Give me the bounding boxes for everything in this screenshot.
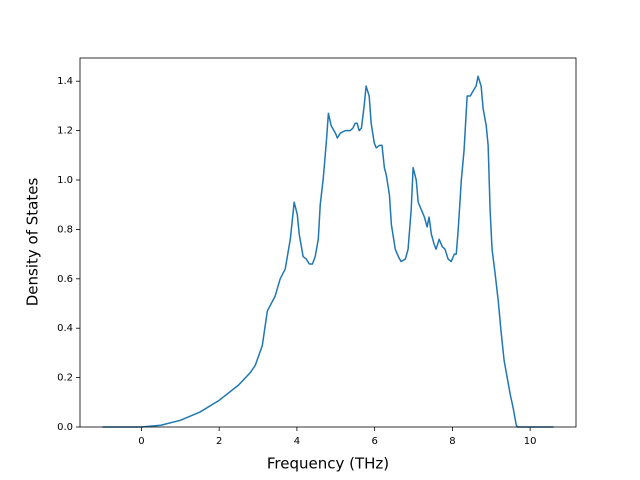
x-tick-label: 0 — [138, 436, 144, 447]
x-tick-label: 10 — [524, 436, 537, 447]
y-tick-label: 0.6 — [57, 274, 73, 285]
line — [102, 75, 554, 428]
y-tick-label: 0.2 — [57, 373, 73, 384]
x-tick-label: 2 — [216, 436, 222, 447]
x-tick-label: 6 — [371, 436, 377, 447]
x-tick-label: 4 — [294, 436, 300, 447]
y-tick-label: 1.2 — [57, 126, 73, 137]
x-tick-label: 8 — [449, 436, 455, 447]
plot-frame — [79, 57, 577, 428]
y-tick-label: 0.8 — [57, 224, 73, 235]
y-tick-label: 0.4 — [57, 323, 73, 334]
x-axis-label: Frequency (THz) — [267, 455, 389, 473]
y-tick-label: 1.4 — [57, 76, 73, 87]
y-tick-label: 0.0 — [57, 422, 73, 433]
y-axis-label: Density of States — [24, 178, 42, 307]
y-tick-label: 1.0 — [57, 175, 73, 186]
